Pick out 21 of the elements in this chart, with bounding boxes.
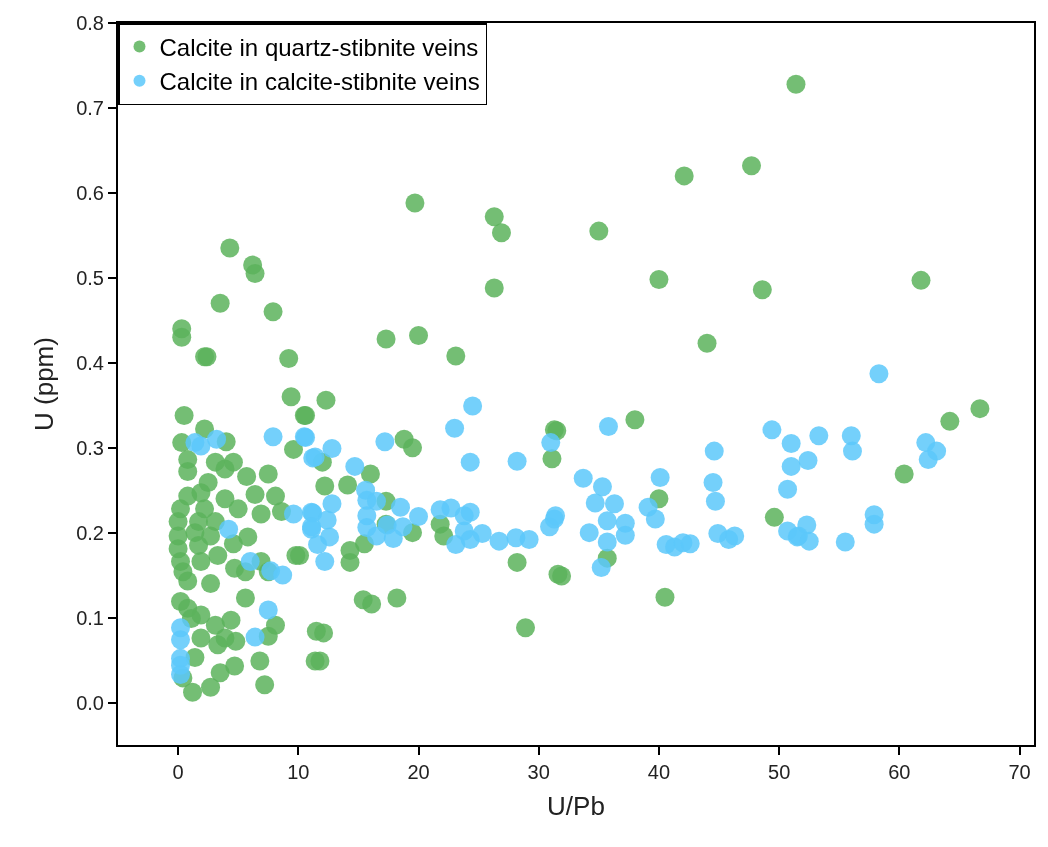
x-tick-label: 40 [647,761,671,783]
y-tick-label: 0.3 [76,436,104,459]
y-tick-label: 0.2 [76,521,104,544]
x-tick-label: 30 [527,761,550,783]
y-tick-label: 0.6 [76,181,104,204]
x-tick-label: 60 [888,761,911,783]
y-tick-label: 0.4 [76,351,104,374]
y-tick-label: 0.7 [76,96,104,119]
y-tick-label: 0.0 [76,691,104,714]
x-tick-label: 70 [1008,761,1031,783]
y-axis-title: U (ppm) [29,337,60,431]
x-axis-title: U/Pb [547,791,605,822]
legend-label: Calcite in quartz-stibnite veins [159,33,479,61]
y-tick-label: 0.8 [76,12,104,34]
x-tick-label: 20 [407,761,430,783]
legend-label: Calcite in calcite-stibnite veins [159,68,480,96]
x-tick-label: 10 [287,761,310,783]
x-tick-label: 50 [768,761,791,783]
y-tick-label: 0.5 [76,266,104,289]
x-tick-label: 0 [172,761,184,783]
y-tick-label: 0.1 [76,606,104,629]
